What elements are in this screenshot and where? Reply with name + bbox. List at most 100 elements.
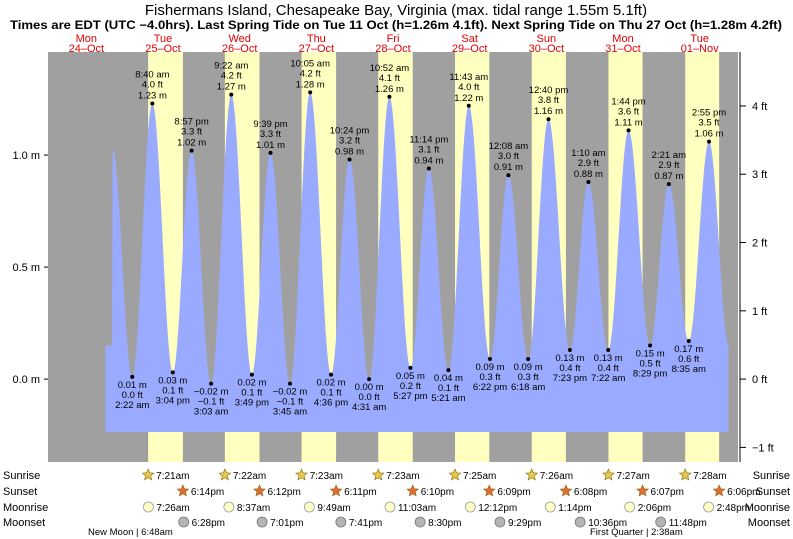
moonset-icon [655, 516, 667, 528]
sunrise-icon [141, 468, 155, 481]
high-tide-m: 1.06 m [694, 129, 723, 140]
high-tide-time: 10:24 pm [330, 126, 370, 137]
row-label-right: Sunset [756, 486, 790, 498]
sunrise-time: 7:26am [540, 471, 573, 482]
tide-point [150, 101, 155, 106]
tide-point [506, 173, 511, 178]
high-tide-m: 0.94 m [414, 156, 443, 167]
moonrise-icon [223, 501, 235, 513]
moonrise-icon [384, 501, 396, 513]
sunset-time: 6:11pm [344, 487, 377, 498]
day-label-date: 25–Oct [145, 43, 180, 55]
tide-point [546, 117, 551, 122]
low-tide-time: 7:23 pm [553, 373, 587, 384]
moonset-time: 7:41pm [349, 518, 382, 529]
tide-point [466, 103, 471, 108]
left-axis-tick-label: 1.0 m [12, 150, 40, 162]
low-tide-time: 3:49 pm [235, 398, 269, 409]
high-tide-m: 0.87 m [654, 171, 683, 182]
tide-point [626, 128, 631, 133]
high-tide-m: 1.02 m [177, 138, 206, 149]
sunset-time: 6:07pm [651, 487, 684, 498]
low-tide-time: 8:29 pm [633, 368, 667, 379]
low-tide-m: −0.02 m [194, 387, 229, 398]
high-tide-time: 11:14 pm [409, 135, 448, 146]
moonrise-icon [703, 501, 715, 513]
low-tide-m: 0.13 m [555, 353, 584, 364]
moonrise-time: 8:37am [237, 503, 270, 514]
tide-point [706, 139, 711, 144]
tide-point [387, 94, 392, 99]
sunset-icon [712, 484, 726, 497]
moonrise-icon [143, 501, 154, 513]
low-tide-ft: 0.1 ft [162, 385, 183, 396]
day-labels-layer: Mon24–OctTue25–OctWed26–OctThu27–OctFri2… [69, 33, 720, 55]
high-tide-time: 12:40 pm [529, 85, 569, 96]
high-tide-time: 9:22 am [214, 61, 248, 72]
low-tide-time: 8:35 am [672, 364, 706, 375]
high-tide-time: 8:57 pm [174, 117, 208, 128]
high-tide-m: 0.98 m [335, 147, 364, 158]
high-tide-ft: 3.2 ft [339, 136, 360, 147]
moonset-time: 6:28pm [192, 518, 225, 529]
row-label-left: Moonset [3, 517, 45, 529]
day-label-dow: Tue [690, 33, 709, 45]
low-tide-ft: 0.1 ft [438, 383, 459, 394]
chart-title: Fishermans Island, Chesapeake Bay, Virgi… [145, 2, 647, 19]
high-tide-ft: 4.2 ft [300, 68, 321, 79]
moonset-icon [574, 516, 586, 528]
high-tide-time: 1:44 pm [611, 96, 645, 107]
tide-point [648, 343, 653, 348]
high-tide-ft: 3.6 ft [618, 106, 639, 117]
high-tide-time: 9:39 pm [253, 119, 287, 130]
left-axis-tick-label: 0.0 m [12, 374, 40, 386]
high-tide-time: 8:40 am [135, 70, 169, 81]
high-tide-ft: 3.3 ft [181, 127, 202, 138]
tide-point [347, 157, 352, 162]
axes-layer: 1.0 m 0.5 m 0.0 m 4 ft 3 ft 2 ft 1 ft 0 ft −1 ft [12, 52, 774, 462]
high-tide-time: 2:55 pm [692, 108, 726, 119]
low-tide-time: 6:22 pm [473, 382, 507, 393]
low-tide-time: 3:45 am [273, 407, 307, 418]
high-tide-ft: 4.0 ft [458, 82, 479, 93]
sunrise-icon [448, 468, 462, 481]
sunset-time: 6:14pm [191, 487, 224, 498]
moonset-time: 9:29pm [508, 518, 541, 529]
moonrise-time: 1:14pm [558, 503, 591, 514]
row-label-left: Moonrise [3, 502, 48, 514]
low-tide-m: 0.03 m [158, 375, 187, 386]
tide-point [666, 182, 671, 187]
tide-point [170, 370, 175, 375]
sunrise-time: 7:22am [233, 471, 266, 482]
day-label-dow: Sun [537, 33, 557, 45]
low-tide-time: 4:31 am [352, 402, 386, 413]
low-tide-ft: −0.1 ft [277, 397, 304, 408]
day-label-dow: Mon [612, 33, 633, 45]
tide-point [367, 377, 372, 382]
tide-point [408, 365, 413, 370]
high-tide-ft: 2.9 ft [658, 160, 679, 171]
low-tide-ft: 0.2 ft [400, 381, 421, 392]
sunrise-time: 7:25am [463, 471, 496, 482]
tide-area [105, 92, 729, 433]
day-label-dow: Fri [387, 33, 400, 45]
sunset-time: 6:10pm [421, 487, 454, 498]
sunset-icon [253, 484, 266, 497]
sunset-icon [406, 484, 420, 497]
moonrise-time: 7:26am [156, 503, 189, 514]
day-label-dow: Tue [154, 33, 173, 45]
moonrise-time: 2:48pm [717, 503, 750, 514]
sunrise-icon [678, 468, 692, 481]
high-tide-ft: 3.0 ft [498, 151, 519, 162]
tide-point [268, 150, 273, 155]
moonset-time: 8:30pm [428, 518, 461, 529]
moonset-icon [335, 516, 347, 528]
low-tide-m: 0.13 m [594, 353, 623, 364]
row-label-right: Moonset [748, 517, 790, 529]
tide-labels-layer: 0.01 m0.0 ft2:22 am8:40 am4.0 ft1.23 m0.… [115, 58, 726, 417]
moonset-time: 7:01pm [270, 518, 303, 529]
moonset-icon [256, 516, 268, 528]
low-tide-m: 0.02 m [317, 378, 346, 389]
sunset-time: 6:09pm [497, 487, 530, 498]
